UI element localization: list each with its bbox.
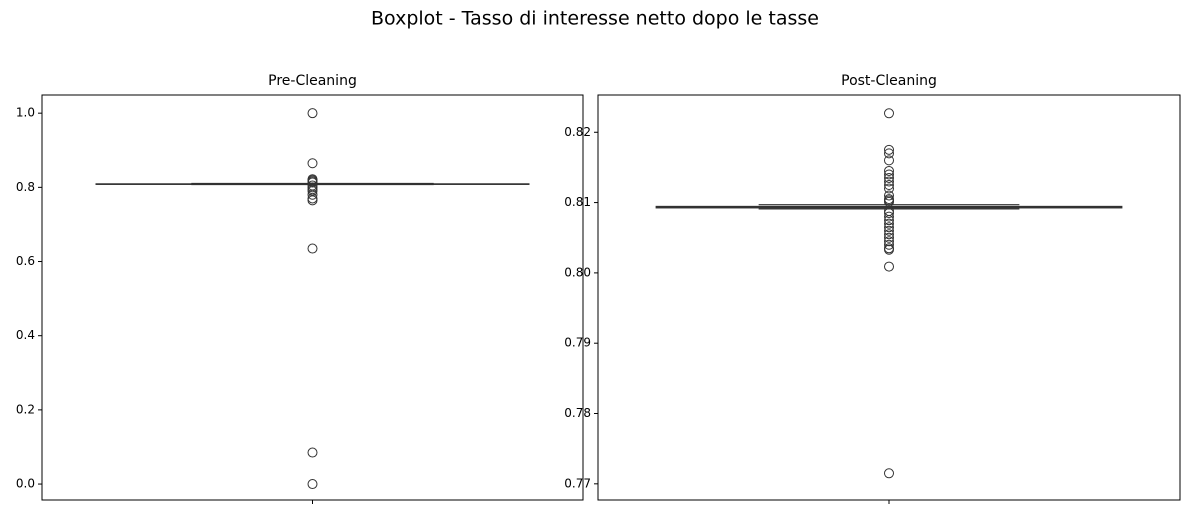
outlier <box>884 232 894 243</box>
y-tick-label: 0.82 <box>564 125 591 139</box>
outlier <box>884 183 894 194</box>
outlier <box>884 218 894 229</box>
outlier <box>884 148 894 159</box>
outlier <box>884 172 894 183</box>
outlier <box>884 261 894 272</box>
y-tick-label: 1.0 <box>16 106 35 120</box>
outlier <box>884 155 894 166</box>
outlier <box>884 222 894 233</box>
y-tick-label: 0.4 <box>16 328 35 342</box>
y-tick-label: 0.8 <box>16 180 35 194</box>
outlier <box>884 144 894 155</box>
outlier <box>884 225 894 236</box>
outlier <box>884 239 894 250</box>
outlier <box>307 158 318 169</box>
outlier <box>884 208 894 219</box>
outlier <box>884 108 894 119</box>
outlier <box>884 165 894 176</box>
y-tick-label: 0.80 <box>564 265 591 279</box>
outlier <box>884 190 894 201</box>
outlier <box>307 189 318 200</box>
outlier <box>884 211 894 222</box>
y-tick-label: 0.81 <box>564 195 591 209</box>
figure-title: Boxplot - Tasso di interesse netto dopo … <box>371 8 819 30</box>
outlier <box>884 176 894 187</box>
outlier <box>884 236 894 247</box>
outlier <box>884 180 894 190</box>
outlier <box>884 229 894 240</box>
outlier <box>307 195 318 206</box>
panel-title: Pre-Cleaning <box>268 73 357 89</box>
plot-frame <box>597 94 1181 501</box>
outlier <box>884 468 894 479</box>
outlier <box>307 243 318 254</box>
outlier <box>884 244 894 255</box>
y-tick-label: 0.2 <box>16 402 35 416</box>
outlier <box>307 447 318 458</box>
y-tick-label: 0.6 <box>16 254 35 268</box>
outlier <box>884 169 894 180</box>
outlier <box>307 479 318 490</box>
y-tick-label: 0.78 <box>564 406 591 420</box>
y-tick-label: 0.79 <box>564 336 591 350</box>
y-tick-label: 0.0 <box>16 477 35 491</box>
panel-title: Post-Cleaning <box>841 73 937 89</box>
y-tick-label: 0.77 <box>564 476 591 490</box>
outlier <box>307 108 318 119</box>
outlier <box>884 215 894 226</box>
plot-frame <box>41 94 584 501</box>
